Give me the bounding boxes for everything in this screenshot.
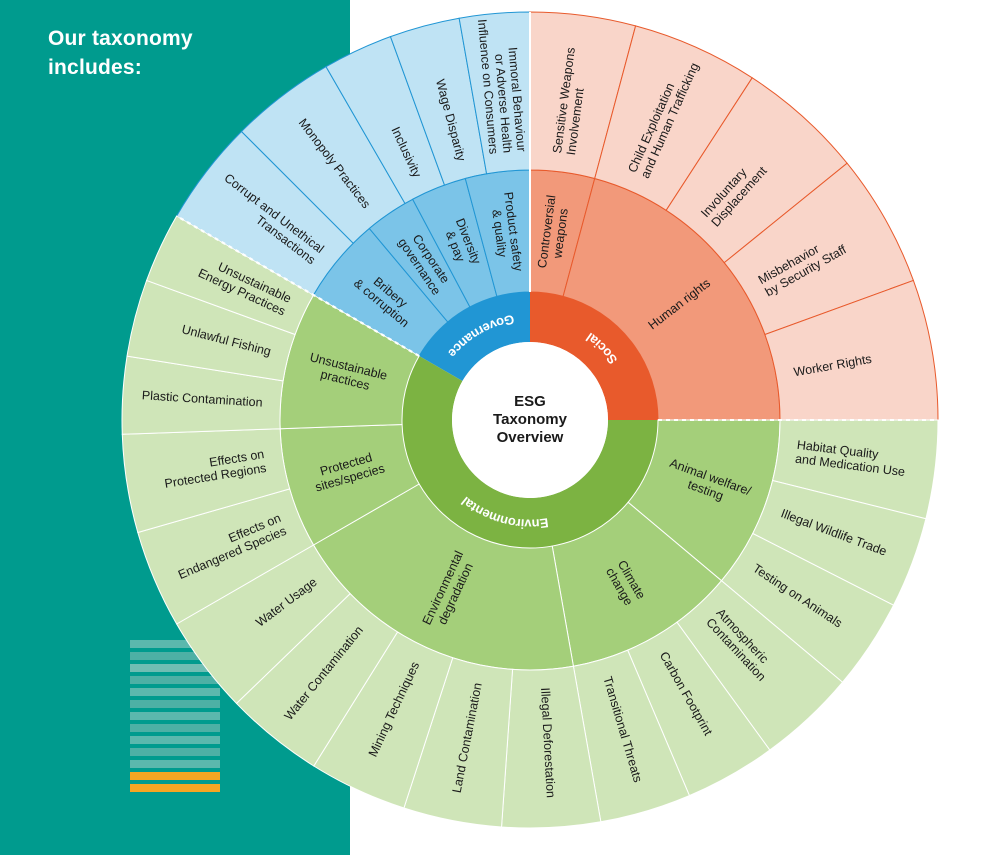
taxonomy-sunburst-stage: Our taxonomyincludes: GovernanceBribery&… (0, 0, 1002, 855)
sunburst-chart: GovernanceBribery& corruptionCorrupt and… (0, 0, 1002, 855)
